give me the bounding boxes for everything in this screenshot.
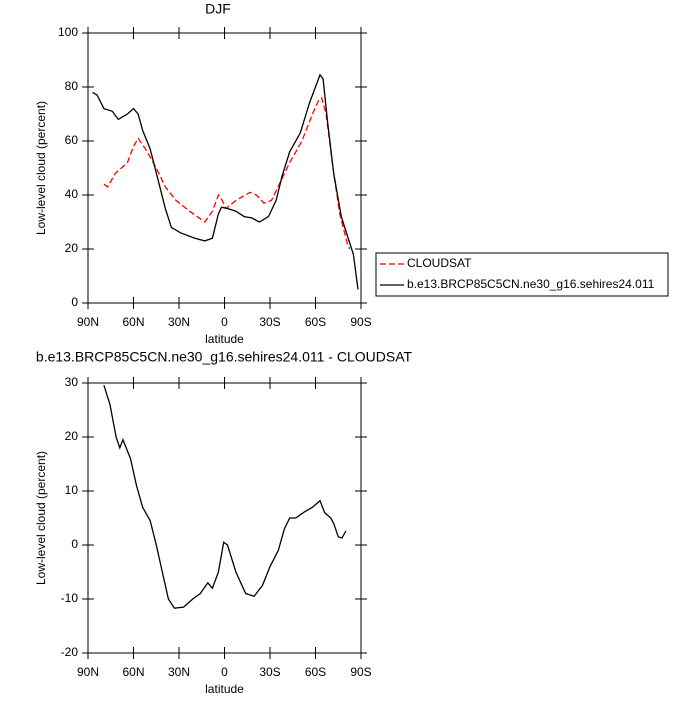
x-tick-label: 30N — [168, 315, 190, 329]
y-tick-label: 100 — [58, 25, 78, 39]
y-axis-label: Low-level cloud (percent) — [34, 101, 48, 235]
y-tick-label: 20 — [65, 429, 79, 443]
x-tick-label: 60S — [305, 665, 326, 679]
y-tick-label: 40 — [65, 187, 79, 201]
x-axis-label: latitude — [205, 682, 244, 696]
y-tick-label: 80 — [65, 79, 79, 93]
x-tick-label: 0 — [221, 315, 228, 329]
y-tick-label: 30 — [65, 375, 79, 389]
x-tick-label: 60N — [122, 665, 144, 679]
x-tick-label: 60N — [122, 315, 144, 329]
x-tick-label: 30S — [259, 315, 280, 329]
y-tick-label: 60 — [65, 133, 79, 147]
x-tick-label: 90S — [350, 665, 371, 679]
y-tick-label: -20 — [61, 645, 79, 659]
legend-label: b.e13.BRCP85C5CN.ne30_g16.sehires24.011 — [407, 277, 655, 291]
chart-title: DJF — [205, 1, 231, 17]
x-tick-label: 30N — [168, 665, 190, 679]
y-tick-label: 0 — [71, 295, 78, 309]
y-tick-label: 10 — [65, 483, 79, 497]
data-line — [103, 96, 351, 250]
x-tick-label: 0 — [221, 665, 228, 679]
plot-frame — [87, 382, 362, 654]
x-tick-label: 90N — [77, 665, 99, 679]
x-tick-label: 30S — [259, 665, 280, 679]
x-tick-label: 90S — [350, 315, 371, 329]
chart-title: b.e13.BRCP85C5CN.ne30_g16.sehires24.011 … — [36, 349, 413, 365]
y-tick-label: -10 — [61, 591, 79, 605]
legend-label: CLOUDSAT — [407, 256, 472, 270]
data-line — [103, 385, 347, 609]
plot-frame — [87, 32, 362, 304]
y-tick-label: 0 — [71, 537, 78, 551]
legend-box — [375, 252, 669, 297]
x-axis-label: latitude — [205, 332, 244, 346]
x-tick-label: 60S — [305, 315, 326, 329]
data-line — [92, 73, 359, 290]
y-tick-label: 20 — [65, 241, 79, 255]
x-tick-label: 90N — [77, 315, 99, 329]
y-axis-label: Low-level cloud (percent) — [34, 451, 48, 585]
